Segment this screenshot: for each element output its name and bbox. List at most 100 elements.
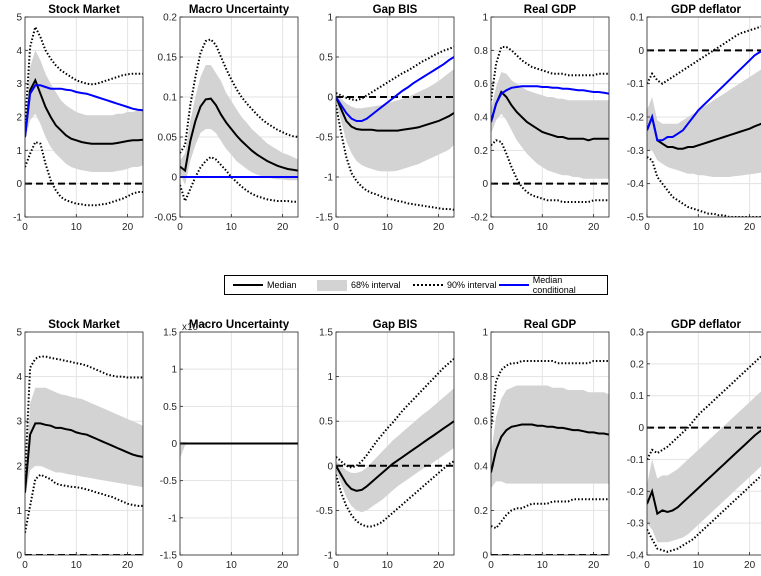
band-68 [180,65,298,185]
y-tick-label: 0 [171,173,177,184]
median-line [647,113,761,150]
y-tick-label: 0 [482,551,488,562]
plot-content [180,38,298,204]
median-line [491,423,609,473]
y-tick-label: -0.4 [627,551,645,562]
legend-90-swatch [413,284,443,286]
y-tick-label: 0 [327,93,333,104]
y-tick-label: -1 [324,551,333,562]
band-68 [647,391,761,543]
y-tick-label: 0.1 [163,93,177,104]
y-tick-label: 0.5 [163,402,177,413]
x-tick-label: 10 [537,560,549,571]
y-tick-label: 1.5 [319,328,333,339]
median-line [336,96,454,132]
panel-title: Gap BIS [373,4,418,16]
y-tick-label: 0.5 [319,417,333,428]
y-tick-label: 1 [16,146,22,157]
y-tick-label: -0.1 [627,79,645,90]
band-90-upper [336,358,454,469]
legend-item-90: 90% interval [413,276,497,294]
x-tick-label: 0 [488,560,494,571]
band-90-lower [25,140,143,207]
median-conditional-line [647,50,761,142]
legend: Median 68% interval 90% interval Median … [224,275,608,295]
band-90-upper [180,38,298,154]
band-90-lower [647,156,761,217]
panel-2-2: -1.5 -1 -0.5 0 0.5 1 1.5 0 10 20 Macro Uncertainty… [160,319,299,571]
y-tick-label: -0.1 [627,455,645,466]
y-tick-label: 0 [16,551,22,562]
x-tick-label: 0 [177,222,183,233]
panel-title: Macro Uncertainty [189,319,290,331]
plot-content [491,360,609,555]
y-tick-label: 0 [16,179,22,190]
band-90-upper [25,355,143,480]
x-tick-label: 0 [333,222,339,233]
band-90-lower [647,474,761,553]
band-68 [491,385,609,489]
legend-90-label: 90% interval [447,280,497,290]
legend-68-swatch [317,279,347,291]
median-conditional-line [336,56,454,122]
x-tick-label: 10 [226,222,238,233]
plot-content [336,358,454,528]
y-tick-label: 3 [16,417,22,428]
y-tick-label: 0.15 [158,53,178,64]
band-90-upper [491,360,609,429]
y-tick-label: 0 [482,179,488,190]
panel-2-3: -1 -0.5 0 0.5 1 1.5 0 10 20 Gap BIS [316,319,455,571]
band-90-lower [491,498,609,530]
y-tick-label: 0.8 [474,372,488,383]
y-tick-label: 1 [16,506,22,517]
y-tick-label: -0.4 [627,179,645,190]
legend-median-swatch [233,284,263,286]
x-tick-label: 20 [122,560,134,571]
axes-box [646,331,761,556]
x-tick-label: 20 [277,222,289,233]
y-tick-label: 0.4 [474,113,488,124]
x-tick-label: 10 [226,560,238,571]
y-tick-label: 0 [638,423,644,434]
x-tick-label: 0 [644,560,650,571]
median-conditional-line [491,85,609,123]
x-tick-label: 20 [744,222,756,233]
panel-title: Stock Market [48,4,120,16]
legend-item-median: Median [233,276,297,294]
median-conditional-line [25,84,143,138]
band-90-upper [336,45,454,102]
plot-content [25,24,143,207]
median-line [336,420,454,492]
legend-68-label: 68% interval [351,280,401,290]
x-tick-label: 10 [537,222,549,233]
plot-content [647,355,761,553]
axes-box [24,331,144,556]
legend-median-label: Median [267,280,297,290]
legend-conditional-label: Median conditional [532,275,576,295]
axes-box [335,331,455,556]
panel-title: Real GDP [524,319,577,331]
panel-title: GDP deflator [671,319,742,331]
panel-title: Stock Market [48,319,120,331]
y-tick-label: 0.6 [474,79,488,90]
band-90-lower [180,155,298,204]
x-tick-label: 20 [277,560,289,571]
band-90-lower [336,460,454,528]
y-tick-label: 0.5 [319,53,333,64]
x-tick-label: 20 [588,222,600,233]
y-tick-label: 0.8 [474,46,488,57]
y-tick-label: 0.3 [630,328,644,339]
y-tick-label: 2 [16,461,22,472]
legend-item-68: 68% interval [317,276,401,294]
legend-item-conditional: Median conditional [499,275,607,295]
y-tick-label: 0.4 [474,461,488,472]
panel-title: GDP deflator [671,4,742,16]
y-tick-label: 1 [327,13,333,24]
y-tick-label: -0.2 [627,113,645,124]
panel-2-1: 0 1 2 3 4 5 0 10 20 Stock Market [16,319,144,571]
median-line [491,90,609,142]
y-tick-label: 4 [16,46,22,57]
plot-content [647,25,761,217]
